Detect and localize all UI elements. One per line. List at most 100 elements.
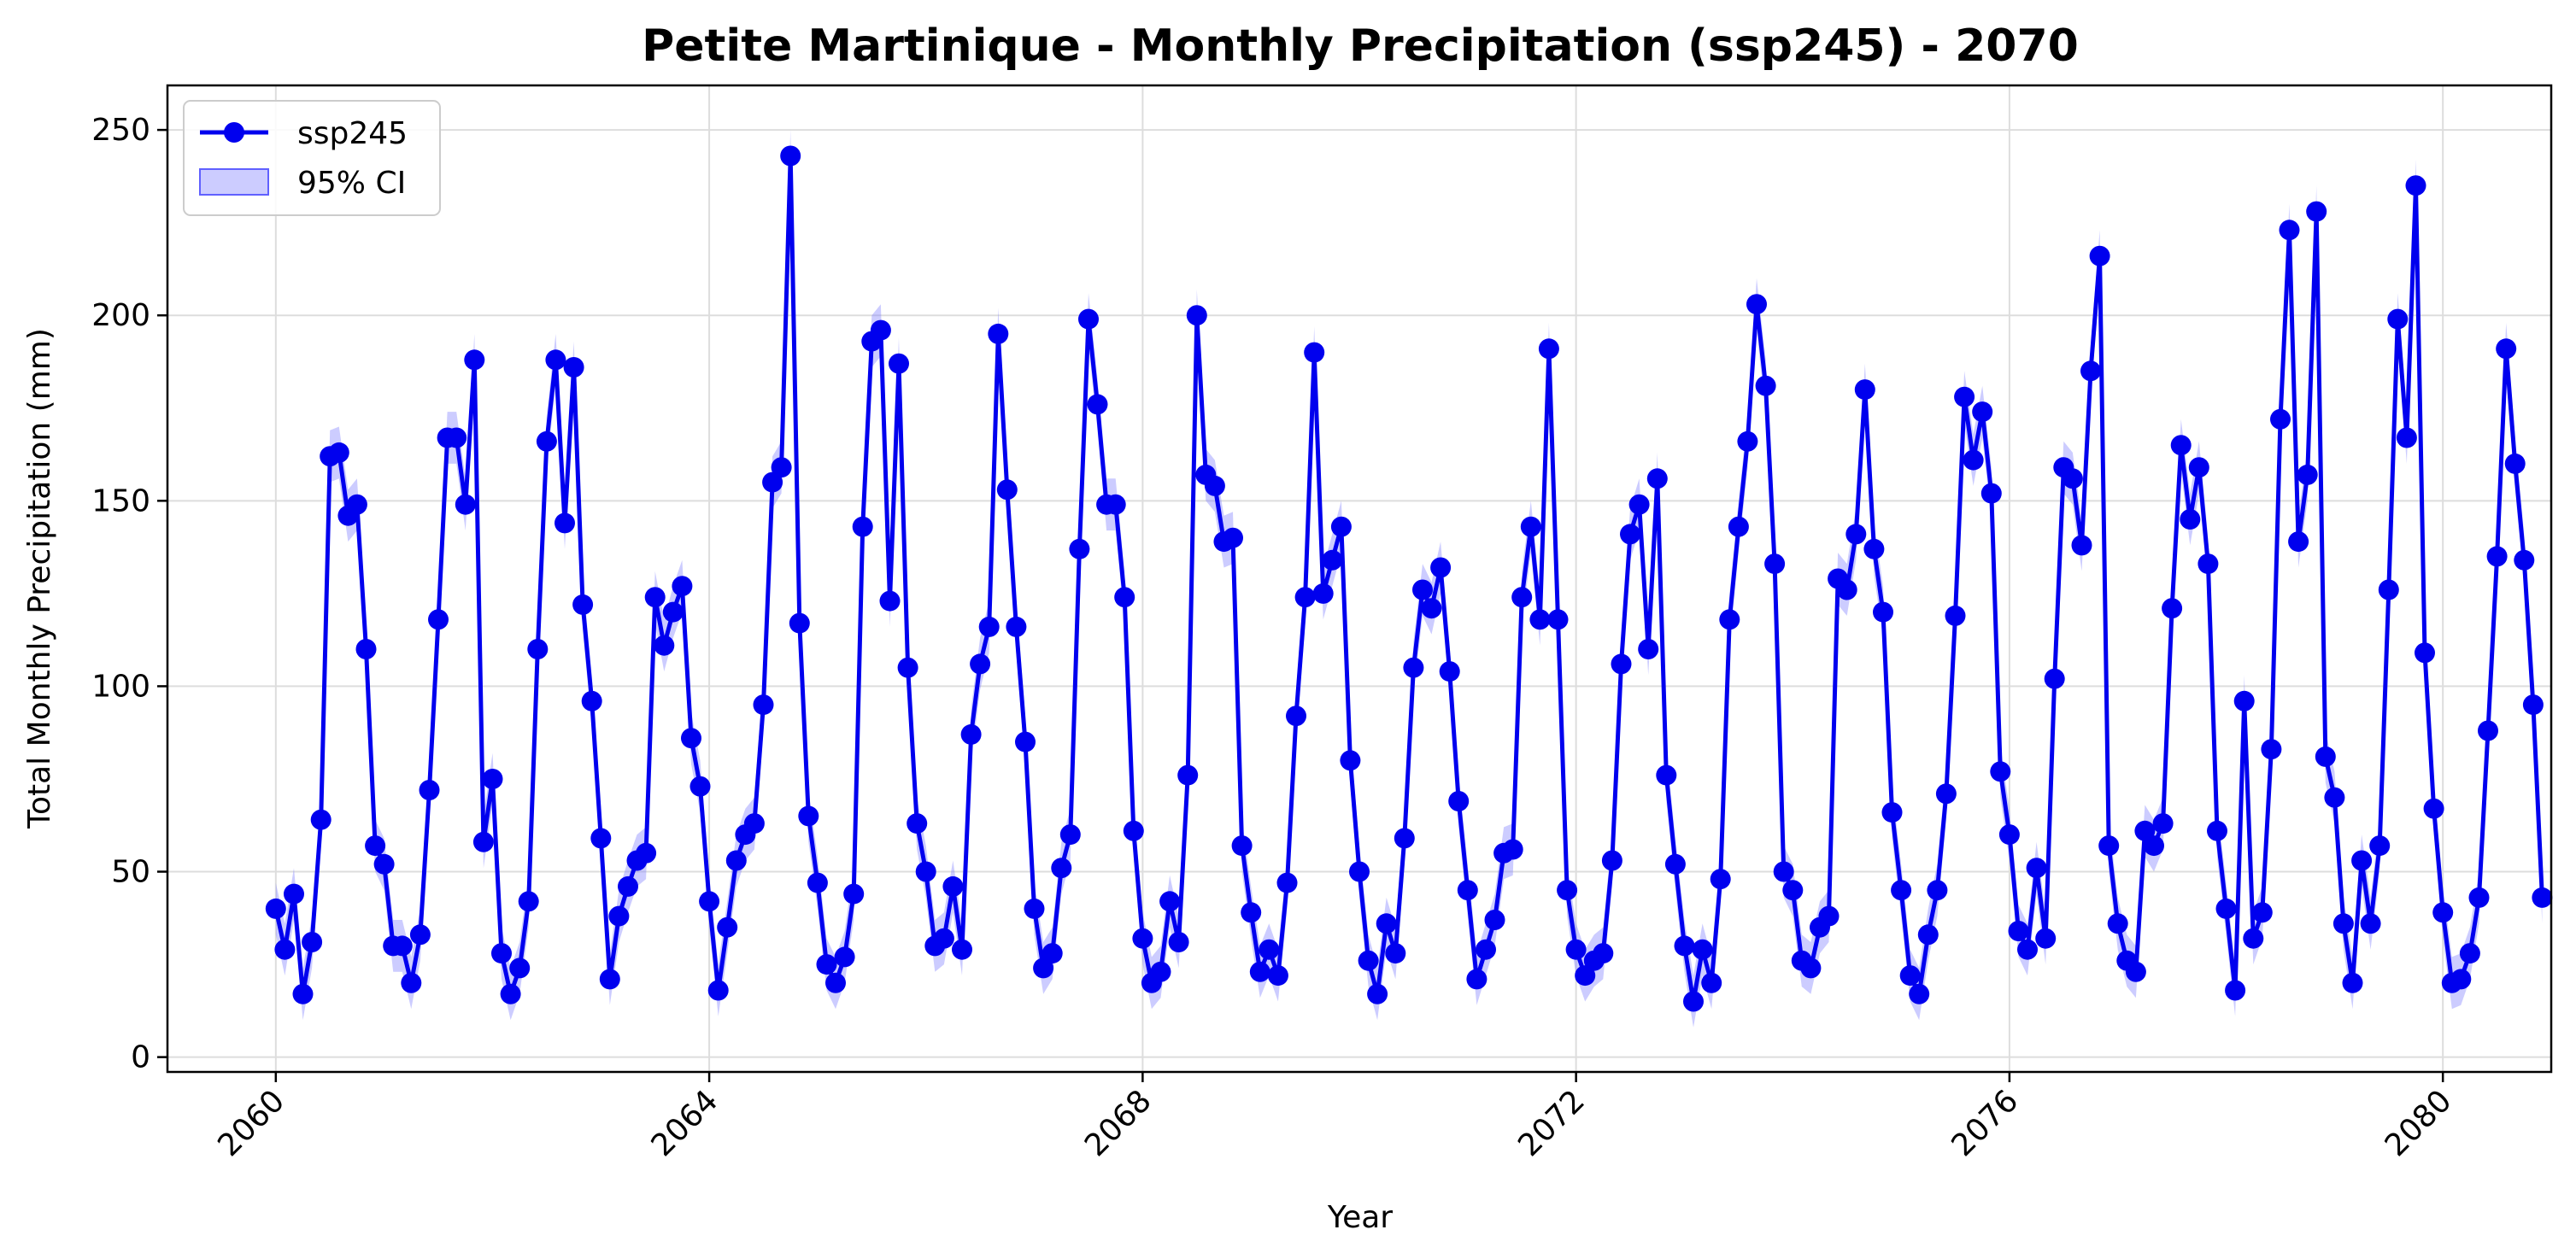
- data-point: [274, 939, 296, 960]
- data-point: [1845, 524, 1867, 545]
- data-point: [807, 872, 828, 893]
- series-points: [265, 145, 2553, 1012]
- data-point: [265, 898, 286, 919]
- data-point: [2450, 969, 2472, 990]
- data-point: [1529, 609, 1551, 630]
- data-point: [1891, 880, 1912, 901]
- data-point: [545, 349, 566, 371]
- data-point: [1963, 449, 1984, 471]
- data-point: [1565, 939, 1587, 960]
- data-point: [1123, 820, 1144, 841]
- data-point: [681, 728, 701, 749]
- data-point: [1737, 430, 1758, 452]
- data-point: [2251, 902, 2273, 923]
- data-point: [2459, 943, 2480, 964]
- data-point: [1168, 932, 1189, 952]
- data-point: [2279, 220, 2300, 241]
- data-point: [942, 875, 964, 897]
- data-point: [2324, 787, 2345, 808]
- data-point: [1249, 961, 1270, 982]
- data-point: [1421, 598, 1442, 619]
- data-point: [1881, 802, 1903, 823]
- data-point: [2152, 813, 2174, 834]
- data-point: [608, 905, 630, 927]
- data-point: [1385, 943, 1406, 964]
- data-point: [1836, 579, 1857, 600]
- data-point: [1998, 824, 2020, 846]
- data-point: [2170, 435, 2192, 456]
- data-point: [1304, 342, 1325, 363]
- y-tick-label: 250: [91, 113, 150, 148]
- data-point: [707, 980, 729, 1001]
- data-point: [1430, 557, 1452, 578]
- data-point: [302, 932, 323, 952]
- data-point: [2180, 509, 2201, 530]
- data-point: [409, 924, 431, 946]
- data-point: [1051, 858, 1072, 879]
- data-point: [816, 954, 837, 975]
- plot-frame: [166, 84, 2553, 1074]
- data-point: [1376, 913, 1397, 934]
- data-point: [2098, 835, 2120, 857]
- data-point: [933, 928, 954, 949]
- data-point: [2315, 746, 2336, 767]
- data-point: [743, 813, 765, 834]
- data-point: [1223, 527, 1243, 548]
- data-point: [2162, 598, 2183, 619]
- data-point: [599, 969, 620, 990]
- legend-band-swatch: [199, 168, 269, 196]
- data-point: [644, 587, 666, 608]
- data-point: [518, 891, 539, 912]
- data-point: [1719, 609, 1740, 630]
- data-point: [563, 357, 584, 378]
- data-point: [870, 319, 891, 341]
- data-point: [1294, 587, 1316, 608]
- data-point: [1069, 538, 1090, 559]
- data-point: [1575, 965, 1596, 987]
- data-point: [1954, 386, 1975, 407]
- data-point: [1646, 468, 1668, 489]
- data-point: [1557, 880, 1578, 901]
- data-point: [789, 612, 810, 634]
- data-point: [284, 883, 304, 905]
- data-point: [1935, 783, 1957, 805]
- data-point: [346, 494, 367, 515]
- data-point: [1656, 764, 1677, 786]
- data-point: [1746, 294, 1767, 315]
- y-tick-label: 200: [91, 298, 150, 333]
- data-point: [536, 430, 557, 452]
- data-point: [1259, 939, 1280, 960]
- data-point: [1132, 928, 1153, 949]
- data-point: [1854, 379, 1875, 401]
- data-point: [843, 883, 865, 905]
- data-point: [1511, 587, 1533, 608]
- data-point: [1267, 965, 1288, 987]
- data-point: [1899, 965, 1921, 987]
- data-point: [2188, 457, 2209, 478]
- data-point: [1177, 764, 1199, 786]
- data-point: [2215, 898, 2237, 919]
- data-point: [1059, 824, 1081, 846]
- data-point: [1611, 653, 1632, 675]
- y-axis: 0 50 100 150 200 250: [91, 113, 167, 1075]
- data-point: [988, 323, 1009, 344]
- data-point: [915, 861, 936, 882]
- data-point: [762, 471, 783, 493]
- data-point: [491, 943, 512, 964]
- data-point: [1873, 601, 1893, 623]
- data-point: [2360, 913, 2381, 934]
- data-point: [1367, 983, 1388, 1004]
- data-point: [2369, 835, 2391, 857]
- data-point: [2198, 553, 2219, 575]
- data-point: [2342, 972, 2363, 993]
- data-point: [2134, 820, 2156, 841]
- data-point: [310, 809, 332, 830]
- data-point: [2351, 850, 2373, 871]
- x-axis-label: Year: [1327, 1200, 1393, 1235]
- data-point: [2332, 913, 2354, 934]
- data-point: [1818, 905, 1840, 927]
- data-point: [1159, 891, 1181, 912]
- data-point: [1972, 401, 1993, 423]
- data-point: [555, 512, 575, 534]
